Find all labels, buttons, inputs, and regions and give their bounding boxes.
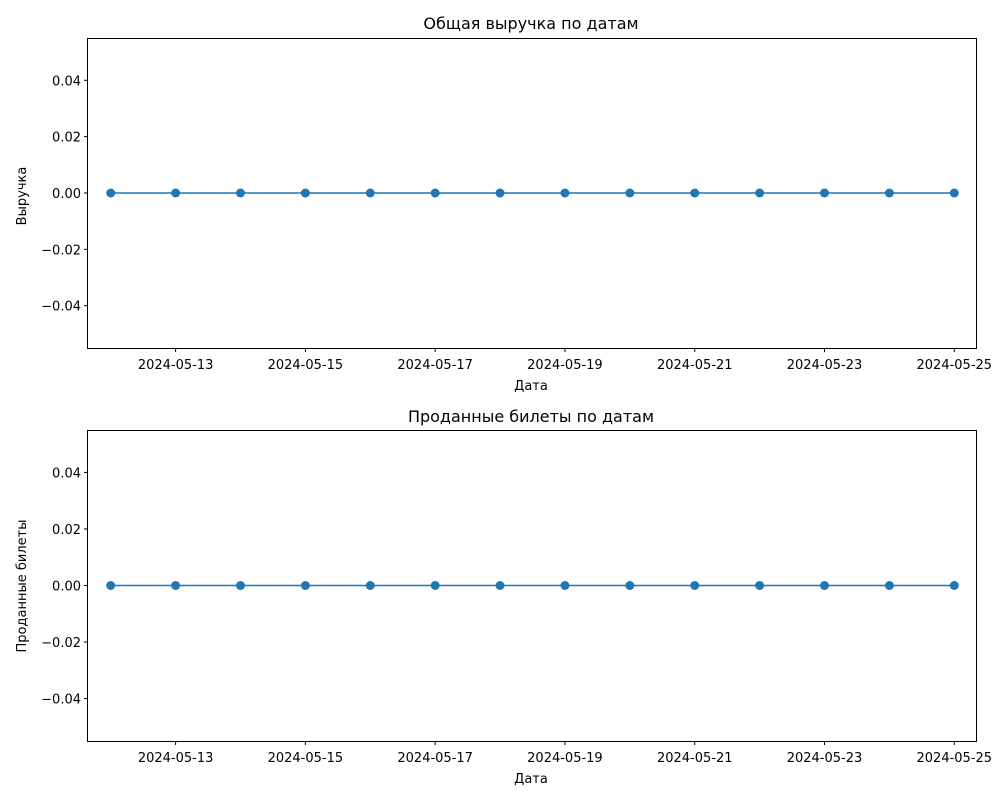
tickets-chart-data-point — [430, 581, 440, 590]
revenue-chart-data-point — [884, 188, 894, 198]
tickets-chart-data-point — [365, 581, 375, 590]
tickets-chart-data-point — [106, 581, 116, 590]
revenue-chart-data-point — [171, 188, 181, 198]
tickets-chart-xtick-label: 2024-05-25 — [917, 751, 993, 766]
revenue-chart-ytick-label: 0.00 — [52, 187, 81, 202]
tickets-chart-ytick-label: 0.02 — [52, 523, 81, 538]
tickets-chart-xtick-label: 2024-05-13 — [138, 751, 214, 766]
revenue-chart-xtick-label: 2024-05-19 — [527, 358, 603, 373]
revenue-chart-xtick-label: 2024-05-25 — [917, 358, 993, 373]
revenue-chart-data-point — [495, 188, 505, 198]
revenue-chart-data-point — [106, 188, 116, 198]
revenue-chart-axes-frame — [87, 38, 977, 349]
revenue-chart-data-point — [560, 188, 570, 198]
tickets-chart-xtick-label: 2024-05-19 — [527, 751, 603, 766]
tickets-chart-ytick-label: 0.04 — [52, 466, 81, 481]
revenue-chart-series — [106, 188, 959, 198]
tickets-chart-xtick-label: 2024-05-15 — [268, 751, 344, 766]
revenue-chart-data-point — [625, 188, 635, 198]
revenue-chart-data-point — [430, 188, 440, 198]
revenue-chart-data-point — [949, 188, 959, 198]
revenue-chart-xtick-label: 2024-05-21 — [657, 358, 733, 373]
tickets-chart-xlabel: Дата — [514, 772, 548, 787]
tickets-chart-data-point — [820, 581, 830, 590]
tickets-chart-xtick-label: 2024-05-17 — [397, 751, 473, 766]
tickets-chart-ticks: 2024-05-13 2024-05-15 2024-05-17 2024-05-19… — [41, 466, 992, 766]
revenue-chart-xtick-label: 2024-05-15 — [268, 358, 344, 373]
tickets-chart-data-point — [300, 581, 310, 590]
revenue-chart-ytick-label: 0.04 — [52, 74, 81, 89]
tickets-chart-data-point — [171, 581, 181, 590]
tickets-chart-data-point — [884, 581, 894, 590]
revenue-chart-xtick-label: 2024-05-17 — [397, 358, 473, 373]
tickets-chart-data-point — [949, 581, 959, 590]
revenue-chart-xtick-label: 2024-05-23 — [787, 358, 863, 373]
revenue-chart-ytick-label: −0.02 — [41, 243, 81, 258]
revenue-chart-title: Общая выручка по датам — [423, 14, 638, 33]
tickets-chart: Проданные билеты по датам Дата Проданные… — [15, 407, 992, 787]
tickets-chart-data-point — [625, 581, 635, 590]
revenue-chart-ytick-label: 0.02 — [52, 131, 81, 146]
tickets-chart-data-point — [495, 581, 505, 590]
tickets-chart-data-point — [690, 581, 700, 590]
tickets-chart-ylabel: Проданные билеты — [15, 520, 30, 653]
tickets-chart-xtick-label: 2024-05-23 — [787, 751, 863, 766]
tickets-chart-data-point — [235, 581, 245, 590]
revenue-chart-data-point — [690, 188, 700, 198]
revenue-chart-xtick-label: 2024-05-13 — [138, 358, 214, 373]
revenue-chart-ytick-label: −0.04 — [41, 300, 81, 315]
tickets-chart-ytick-label: −0.02 — [41, 636, 81, 651]
revenue-chart-data-point — [235, 188, 245, 198]
tickets-chart-title: Проданные билеты по датам — [408, 407, 654, 426]
revenue-chart-data-point — [820, 188, 830, 198]
revenue-chart-ylabel: Выручка — [15, 167, 30, 226]
tickets-chart-ytick-label: −0.04 — [41, 693, 81, 708]
revenue-chart-data-point — [755, 188, 765, 198]
revenue-chart-ticks: 2024-05-13 2024-05-15 2024-05-17 2024-05-19… — [41, 74, 992, 373]
tickets-chart-ytick-label: 0.00 — [52, 580, 81, 595]
revenue-chart-xlabel: Дата — [514, 379, 548, 394]
tickets-chart-series — [106, 581, 959, 590]
tickets-chart-xtick-label: 2024-05-21 — [657, 751, 733, 766]
revenue-chart-data-point — [300, 188, 310, 198]
tickets-chart-data-point — [755, 581, 765, 590]
revenue-chart: Общая выручка по датам Дата Выручка 2024… — [15, 14, 992, 394]
tickets-chart-data-point — [560, 581, 570, 590]
revenue-chart-data-point — [365, 188, 375, 198]
tickets-chart-axes-frame — [87, 430, 977, 742]
